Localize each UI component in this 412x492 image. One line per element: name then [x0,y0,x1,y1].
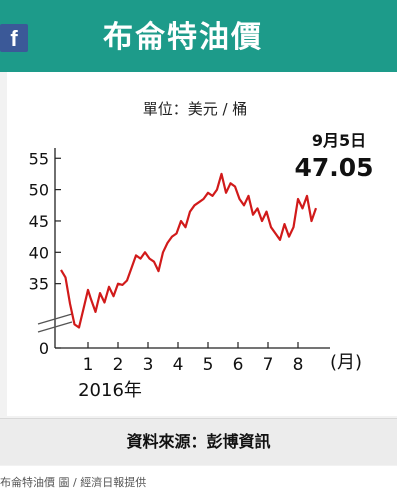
y-tick-label: 45 [29,212,49,231]
axis-break-mark [37,321,73,333]
x-tick-label: 2 [113,355,124,375]
chart-card: f 布侖特油價 單位：美元 / 桶 0 35 40 45 50 55 1 2 3 4 5 6 7 8 9月… [0,0,397,466]
source-bar: 資料來源：彭博資訊 [0,418,397,465]
x-tick-label: 3 [143,355,154,375]
y-tick-label: 40 [29,243,49,262]
chart-panel [7,72,397,416]
year-label: 2016年 [78,380,142,401]
title-banner: f 布侖特油價 [0,0,397,72]
price-line-series [60,172,318,329]
x-tick-label: 7 [263,355,274,375]
image-caption: 布侖特油價 圖 / 經濟日報提供 [0,476,147,489]
x-tick-label: 5 [203,355,214,375]
x-tick-label: 1 [83,355,94,375]
axis-break-mark [37,313,73,325]
annotation-date: 9月5日 [312,131,366,150]
y-tick-label: 55 [29,149,49,168]
annotation-value: 47.05 [294,153,373,182]
x-tick-label: 6 [233,355,244,375]
y-tick-label: 35 [29,275,49,294]
unit-label: 單位：美元 / 桶 [142,100,248,118]
facebook-icon[interactable]: f [0,24,28,52]
y-tick-label: 50 [29,181,49,200]
y-tick-label: 0 [39,339,49,358]
x-tick-label: 4 [173,355,184,375]
chart-title: 布侖特油價 [52,6,314,62]
x-tick-label: 8 [293,355,304,375]
x-axis-unit-label: (月) [330,352,362,373]
